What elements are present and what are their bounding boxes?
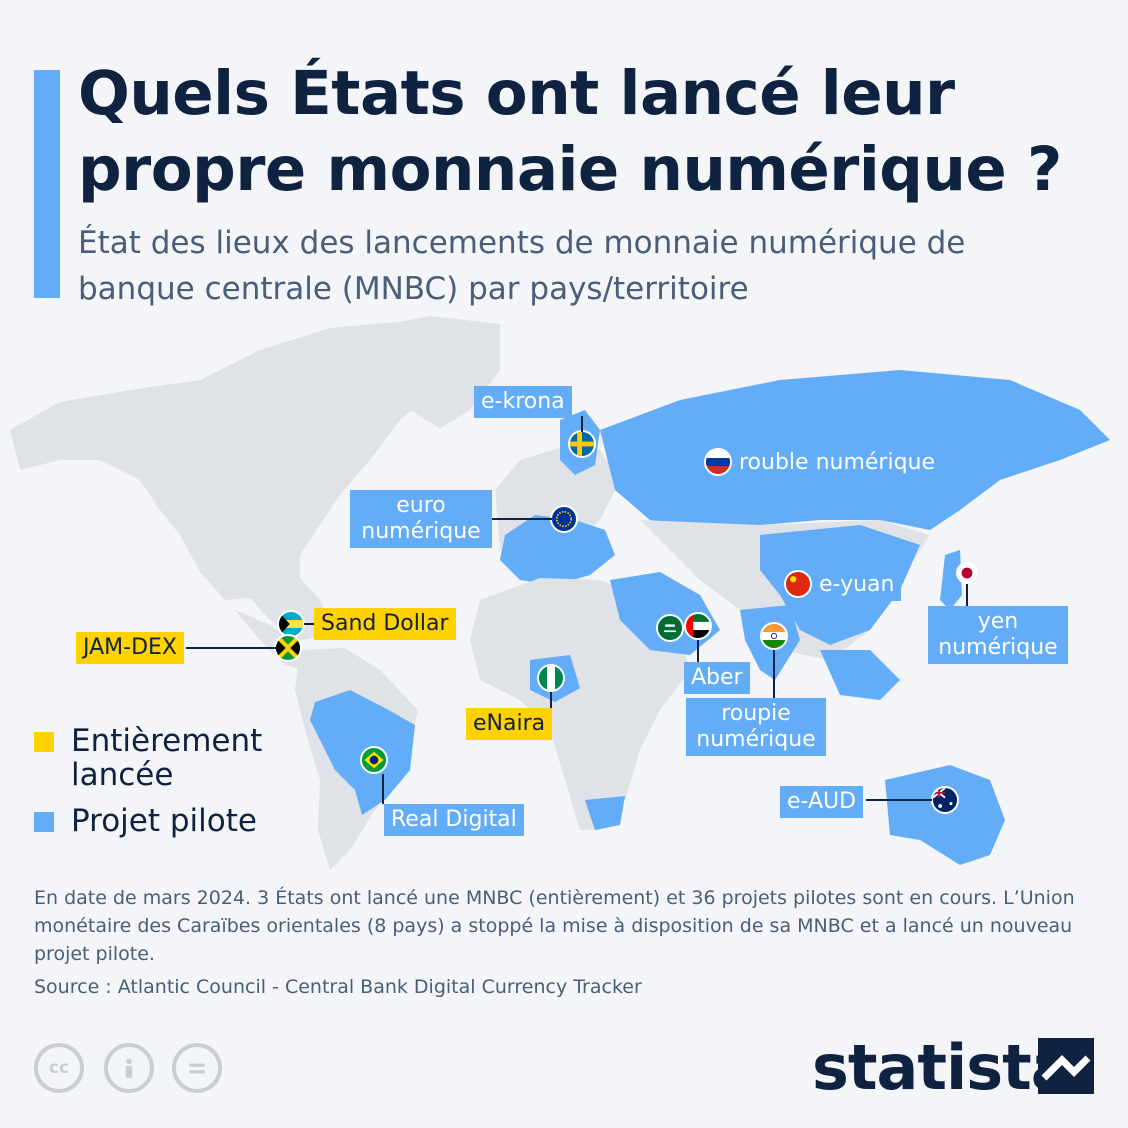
legend-label-pilot: Projet pilote [71, 803, 257, 839]
attribution-icon [104, 1043, 154, 1093]
uae-flag-icon [684, 612, 712, 640]
leader-brazil [382, 774, 384, 804]
saudi-flag-icon [656, 614, 684, 642]
label-roupie-numerique: roupie numérique [686, 698, 826, 756]
north-america-shape [10, 320, 470, 640]
southeast-asia-shape [820, 650, 900, 700]
chart-title: Quels États ont lancé leur propre monnai… [78, 58, 1062, 205]
label-e-yuan: e-yuan [812, 569, 902, 601]
africa-shape [470, 578, 690, 830]
sweden-flag-icon [568, 430, 596, 458]
label-sand-dollar: Sand Dollar [314, 608, 456, 640]
label-real-digital: Real Digital [384, 804, 524, 836]
creative-commons-icon: cc [34, 1043, 84, 1093]
leader-jamaica [186, 647, 276, 649]
japan-shape [940, 550, 962, 610]
leader-bahamas [304, 623, 314, 625]
russia-flag-icon [704, 448, 732, 476]
label-enaira: eNaira [466, 708, 553, 740]
label-euro-numerique: euro numérique [350, 490, 492, 548]
legend-swatch-launched [34, 732, 54, 752]
greenland-shape [360, 316, 500, 428]
japan-flag-icon [956, 562, 978, 584]
legend-swatch-pilot [34, 812, 54, 832]
eurozone-shape [500, 515, 615, 585]
chart-subtitle: État des lieux des lancements de monnaie… [78, 225, 966, 307]
leader-aber [697, 640, 699, 662]
leader-japan [966, 584, 968, 606]
footnote: En date de mars 2024. 3 États ont lancé … [34, 887, 1075, 965]
leader-euro [490, 518, 552, 520]
south-africa-shape [585, 796, 625, 830]
title-accent-bar [34, 70, 60, 298]
leader-australia [866, 799, 932, 801]
nigeria-flag-icon [537, 664, 565, 692]
leader-nigeria [550, 692, 552, 708]
australia-shape [885, 765, 1005, 865]
label-e-krona: e-krona [474, 386, 572, 418]
label-rouble-numerique: rouble numérique [732, 447, 943, 479]
china-flag-icon [784, 570, 812, 598]
leader-india [773, 650, 775, 698]
source-line: Source : Atlantic Council - Central Bank… [34, 976, 642, 998]
australia-flag-icon [931, 786, 959, 814]
india-flag-icon [760, 622, 788, 650]
world-map [10, 316, 1110, 870]
label-jam-dex: JAM-DEX [76, 632, 184, 664]
eu-flag-icon [550, 505, 578, 533]
statista-logo-text: statista [812, 1031, 1073, 1104]
label-aber: Aber [684, 662, 750, 694]
leader-sweden [581, 416, 583, 432]
jamaica-flag-icon [274, 634, 302, 662]
no-derivatives-icon [172, 1043, 222, 1093]
brazil-flag-icon [360, 746, 388, 774]
label-yen-numerique: yen numérique [928, 606, 1068, 664]
legend-label-launched: Entièrement lancée [71, 723, 263, 793]
label-e-aud: e-AUD [780, 786, 864, 818]
statista-logo-icon [1038, 1038, 1094, 1094]
